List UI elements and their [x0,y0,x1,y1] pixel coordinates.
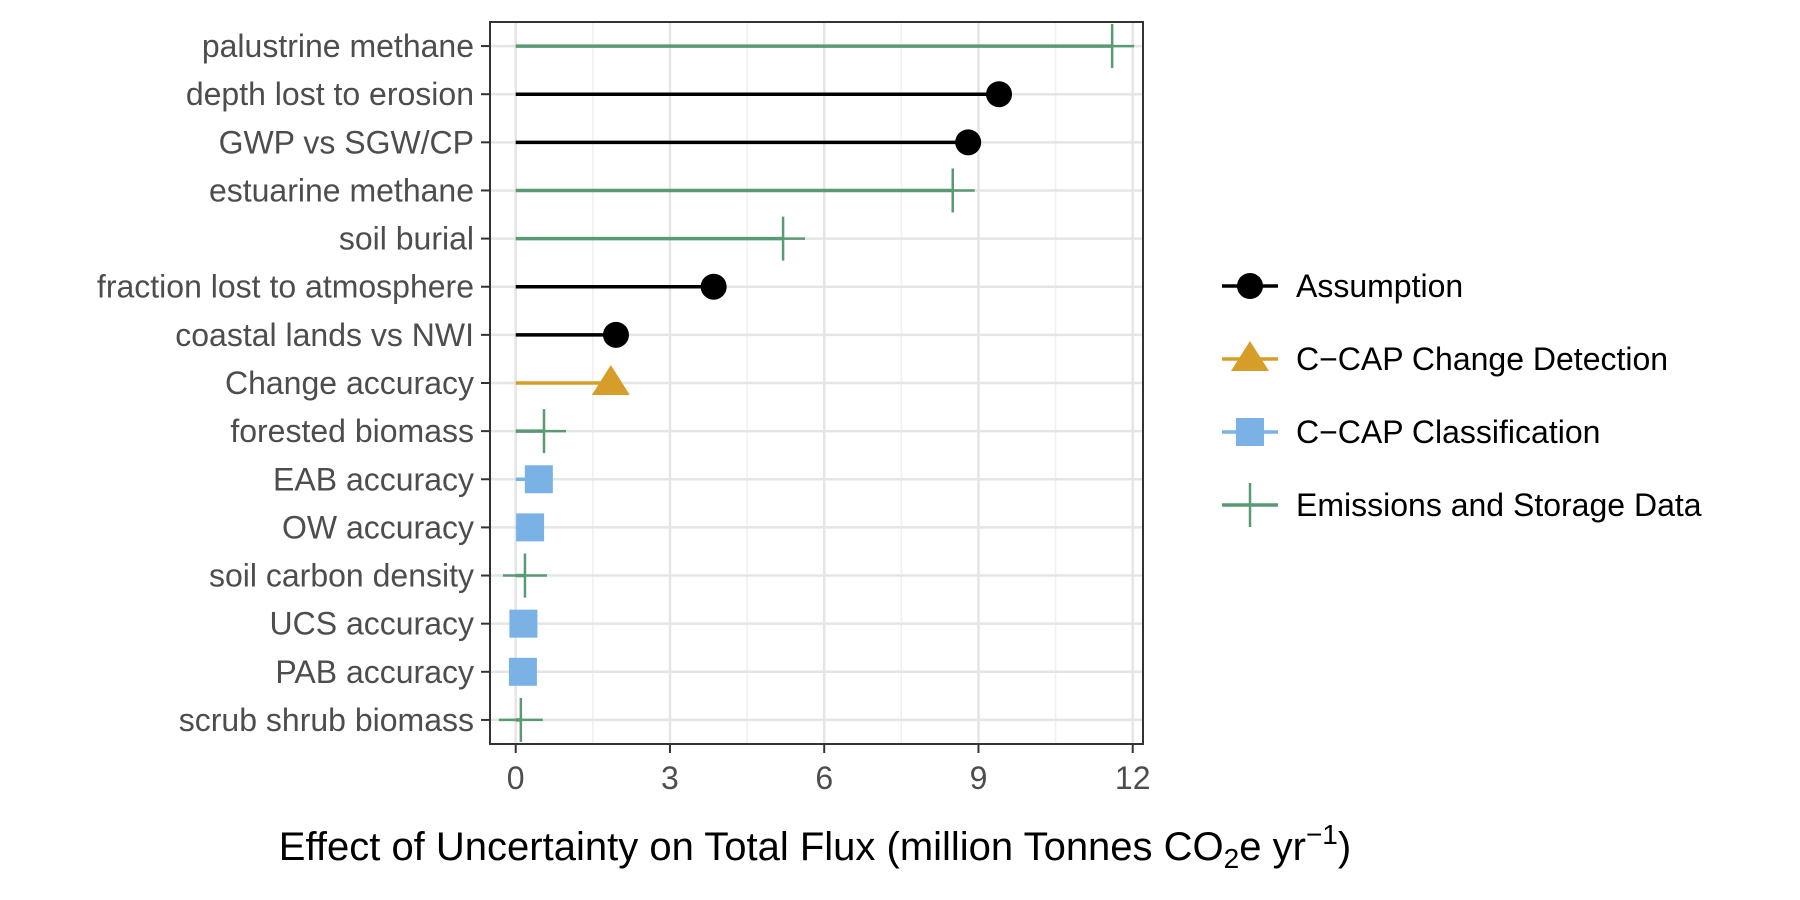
marker-soil-burial [761,216,806,261]
marker-scrub-shrub-biomass [498,697,543,742]
y-tick-label: GWP vs SGW/CP [219,124,474,160]
x-axis-title: Effect of Uncertainty on Total Flux (mil… [279,819,1351,874]
legend-label: Assumption [1296,268,1463,304]
y-tick-label: estuarine methane [209,172,474,208]
lollipop-segments [515,44,1113,722]
y-tick-label: fraction lost to atmosphere [97,269,474,305]
legend-item-assumption: Assumption [1222,268,1463,304]
y-tick-label: soil burial [339,221,474,257]
legend-label: C−CAP Change Detection [1296,341,1668,377]
legend: Assumption C−CAP Change Detection C−CAP Cl… [1222,268,1702,527]
legend-key-marker [1231,341,1269,371]
marker-palustrine-methane [1090,24,1135,69]
y-tick-label: UCS accuracy [270,606,475,642]
x-tick-label: 6 [815,760,833,796]
x-axis: 0 3 6 9 12 [507,744,1151,796]
y-tick-label: Change accuracy [225,365,474,401]
y-tick-label: depth lost to erosion [186,76,474,112]
marker-ucs-accuracy [509,609,538,638]
marker-depth-lost-to-erosion [986,81,1013,108]
marker-fraction-lost-to-atmosphere [700,273,727,300]
marker-change-accuracy [591,365,630,395]
y-tick-label: soil carbon density [209,558,474,594]
marker-pab-accuracy [508,657,537,686]
marker-estuarine-methane [930,168,975,213]
y-tick-label: coastal lands vs NWI [175,317,474,353]
marker-coastal-lands-vs-nwi [602,321,629,348]
marker-soil-carbon-density [502,553,547,598]
data-markers [498,24,1135,742]
marker-eab-accuracy [524,465,553,494]
y-tick-label: PAB accuracy [275,654,474,690]
legend-key-marker [1228,483,1272,527]
legend-item-c-cap-change-detection: C−CAP Change Detection [1222,341,1668,377]
y-tick-label: forested biomass [230,413,474,449]
x-tick-label: 12 [1115,760,1151,796]
x-tick-label: 9 [970,760,988,796]
legend-key-marker [1236,418,1264,446]
legend-label: C−CAP Classification [1296,414,1600,450]
legend-label: Emissions and Storage Data [1296,487,1702,523]
legend-item-c-cap-classification: C−CAP Classification [1222,414,1600,450]
x-tick-label: 0 [507,760,525,796]
y-axis: palustrine methane depth lost to erosion G… [97,28,490,738]
marker-ow-accuracy [516,513,545,542]
marker-gwp-vs-sgw-cp [955,129,982,156]
marker-forested-biomass [521,409,566,454]
x-tick-label: 3 [661,760,679,796]
legend-item-emissions-and-storage-data: Emissions and Storage Data [1222,483,1702,527]
y-tick-label: palustrine methane [202,28,474,64]
y-tick-label: EAB accuracy [273,461,474,497]
legend-key-marker [1237,273,1263,299]
y-tick-label: scrub shrub biomass [179,702,474,738]
y-tick-label: OW accuracy [282,509,474,545]
